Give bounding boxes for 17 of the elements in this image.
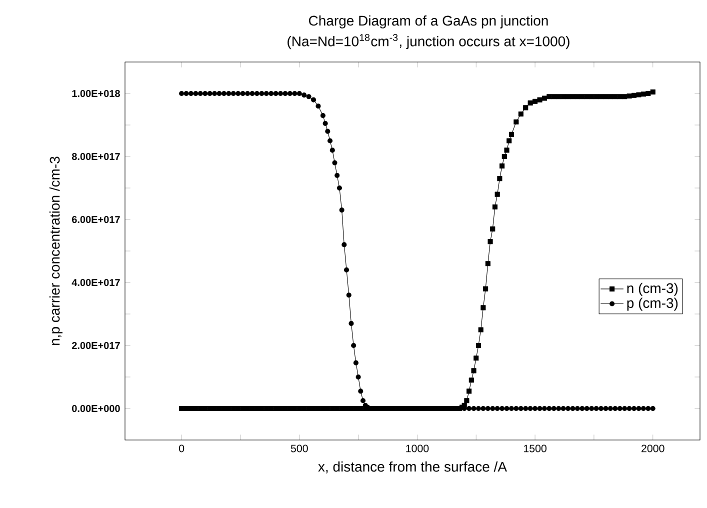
x-tick-label: 2000	[642, 444, 664, 452]
legend-label: p (cm-3)	[627, 298, 678, 311]
x-tick-label: 1500	[524, 444, 546, 452]
chart-subtitle: (Na=Nd=10$^{18}$cm$^{-3}$, junction occurs at x=1000)	[288, 34, 570, 50]
x-tick-label: 500	[290, 444, 308, 452]
y-tick-label: 0.00E+000	[72, 404, 120, 412]
y-tick-label: 4.00E+017	[72, 278, 120, 286]
y-tick-label: 6.00E+017	[72, 216, 120, 224]
x-tick-label: 0	[179, 444, 184, 452]
y-tick-label: 2.00E+017	[72, 342, 120, 350]
legend-label: n (cm-3)	[627, 282, 678, 296]
y-axis-title: n,p carrier concentration /cm-3	[49, 156, 62, 346]
x-axis-title: x, distance from the surface /A	[318, 461, 507, 474]
y-tick-label: 8.00E+017	[72, 152, 120, 160]
x-tick-label: 1000	[406, 444, 429, 452]
chart-title: Charge Diagram of a GaAs pn junction	[308, 15, 548, 28]
y-tick-label: 1.00E+018	[72, 90, 120, 98]
